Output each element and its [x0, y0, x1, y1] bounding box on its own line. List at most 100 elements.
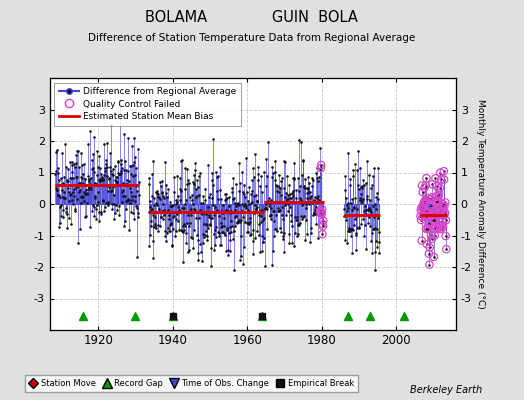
Point	[217, 223, 226, 229]
Point	[293, 221, 302, 228]
Point	[124, 168, 133, 174]
Point	[149, 195, 158, 201]
Point	[186, 219, 194, 226]
Point	[125, 178, 133, 184]
Point	[439, 224, 447, 230]
Point	[227, 229, 235, 236]
Point	[92, 172, 101, 178]
Point	[418, 238, 426, 244]
Point	[62, 209, 70, 215]
Point	[241, 218, 249, 225]
Point	[304, 174, 313, 180]
Point	[146, 204, 155, 210]
Point	[162, 181, 170, 188]
Point	[102, 200, 110, 206]
Point	[421, 208, 429, 214]
Point	[224, 202, 233, 209]
Point	[229, 175, 237, 181]
Point	[239, 190, 248, 197]
Point	[171, 209, 179, 216]
Point	[146, 198, 154, 204]
Point	[226, 208, 235, 214]
Point	[352, 232, 360, 238]
Point	[130, 192, 139, 199]
Point	[266, 212, 274, 218]
Point	[307, 193, 315, 199]
Point	[424, 250, 433, 257]
Point	[134, 192, 143, 198]
Point	[173, 199, 182, 206]
Point	[63, 166, 72, 172]
Point	[152, 188, 161, 194]
Point	[208, 176, 216, 183]
Point	[441, 211, 449, 218]
Point	[431, 232, 439, 239]
Point	[61, 182, 70, 188]
Point	[171, 216, 180, 222]
Point	[256, 172, 265, 179]
Point	[436, 169, 444, 176]
Point	[108, 206, 116, 212]
Point	[424, 250, 433, 257]
Point	[209, 182, 217, 189]
Point	[149, 158, 157, 165]
Point	[437, 208, 445, 214]
Point	[311, 170, 320, 176]
Point	[105, 174, 113, 181]
Point	[198, 210, 206, 216]
Point	[355, 224, 363, 230]
Point	[156, 178, 164, 185]
Point	[428, 212, 436, 218]
Point	[172, 196, 181, 203]
Point	[440, 176, 448, 183]
Point	[95, 153, 103, 160]
Point	[440, 168, 448, 174]
Point	[440, 168, 448, 174]
Point	[168, 243, 176, 249]
Point	[216, 242, 225, 248]
Point	[362, 211, 370, 217]
Point	[65, 214, 73, 221]
Point	[126, 171, 135, 177]
Point	[367, 185, 375, 191]
Point	[283, 196, 291, 202]
Point	[347, 200, 355, 206]
Point	[282, 173, 291, 180]
Point	[256, 183, 264, 189]
Point	[421, 214, 430, 220]
Point	[123, 198, 131, 204]
Point	[214, 233, 223, 240]
Point	[234, 202, 243, 208]
Point	[133, 188, 141, 194]
Point	[357, 184, 365, 190]
Point	[301, 236, 310, 243]
Point	[318, 231, 326, 237]
Point	[422, 226, 430, 232]
Point	[105, 164, 114, 170]
Point	[72, 160, 80, 166]
Point	[340, 206, 348, 212]
Point	[177, 158, 185, 164]
Point	[265, 203, 274, 209]
Point	[287, 212, 295, 218]
Point	[213, 209, 221, 215]
Point	[153, 190, 161, 196]
Point	[267, 216, 275, 222]
Point	[281, 194, 289, 201]
Point	[342, 217, 350, 224]
Point	[358, 182, 367, 189]
Point	[157, 214, 165, 220]
Point	[354, 182, 362, 188]
Point	[125, 163, 134, 170]
Point	[159, 201, 168, 208]
Point	[104, 200, 113, 206]
Point	[163, 209, 171, 215]
Point	[219, 202, 227, 209]
Point	[417, 217, 425, 223]
Point	[360, 232, 368, 239]
Point	[122, 180, 130, 187]
Point	[281, 212, 290, 218]
Point	[306, 189, 314, 196]
Point	[430, 254, 438, 260]
Point	[56, 204, 64, 211]
